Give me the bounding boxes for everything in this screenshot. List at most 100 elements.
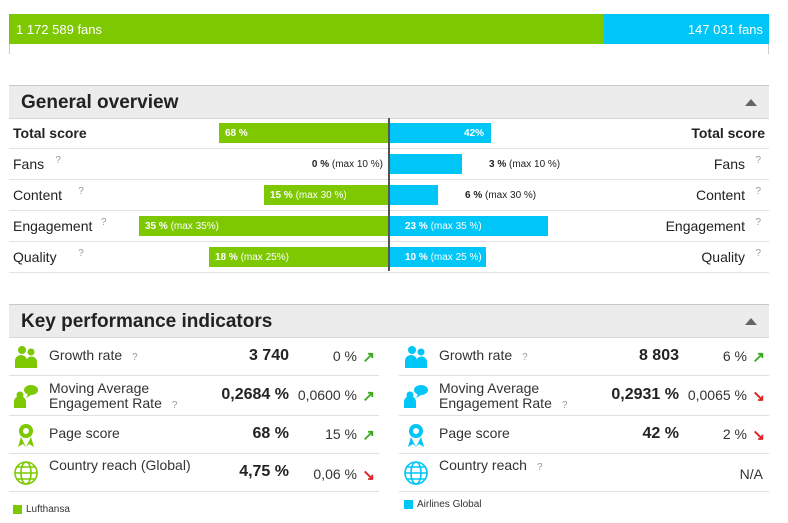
kpi-title: Key performance indicators — [21, 311, 273, 332]
fans-right: 147 031 fans — [604, 14, 769, 44]
kpi-row: Page score 68 % 15 % ↗ — [9, 416, 379, 454]
kpi-header[interactable]: Key performance indicators — [9, 304, 769, 338]
overview-label-right: Engagement — [665, 218, 745, 234]
score-right-max: (max 35 %) — [427, 221, 482, 232]
kpi-name-text: Country reach — [439, 457, 527, 473]
help-icon[interactable]: ? — [78, 248, 84, 259]
help-icon[interactable]: ? — [101, 217, 107, 228]
collapse-caret-icon[interactable] — [745, 99, 757, 106]
kpi-row: Moving Average Engagement Rate? 0,2684 % 0… — [9, 376, 379, 416]
score-left-text: 15 % (max 30 %) — [270, 190, 347, 201]
help-icon[interactable]: ? — [522, 352, 528, 363]
overview-row: Content Content?? 15 % (max 30 %) 6 % (max … — [9, 180, 769, 211]
kpi-change: 0,0600 % — [297, 387, 357, 403]
general-overview-header[interactable]: General overview — [9, 85, 769, 119]
score-right-max: (max 25 %) — [427, 252, 482, 263]
score-right-value: 6 % — [465, 190, 483, 201]
legend-left: Lufthansa — [13, 504, 70, 515]
collapse-caret-icon[interactable] — [745, 318, 757, 325]
globe-icon — [403, 460, 429, 486]
kpi-row: Growth rate? 3 740 0 % ↗ — [9, 338, 379, 376]
legend-left-swatch — [13, 505, 22, 514]
kpi-change: 15 % — [325, 426, 357, 442]
users-icon — [13, 344, 39, 370]
kpi-name: Moving Average Engagement Rate? — [439, 381, 594, 413]
score-right-max: (max 10 %) — [506, 159, 561, 170]
score-right-text: 23 % (max 35 %) — [405, 221, 482, 232]
score-left-max: (max 25%) — [237, 252, 289, 263]
fans-comparison-bar: 1 172 589 fans 147 031 fans — [9, 14, 769, 44]
help-icon[interactable]: ? — [755, 186, 761, 197]
kpi-row: Country reach (Global) 4,75 % 0,06 % ↘ — [9, 454, 379, 492]
kpi-change: 2 % — [722, 426, 747, 442]
score-left-max: (max 10 %) — [329, 159, 383, 170]
score-right-value: 10 % — [405, 252, 428, 263]
help-icon[interactable]: ? — [132, 352, 138, 363]
center-divider — [388, 118, 390, 271]
kpi-name-text: Page score — [439, 425, 510, 441]
kpi-change: 0 % — [332, 348, 357, 364]
kpi-change: 0,0065 % — [687, 387, 747, 403]
kpi-value: 0,2931 % — [611, 386, 679, 403]
kpi-change: 6 % — [722, 348, 747, 364]
score-bar-left — [219, 123, 389, 143]
kpi-right-panel: Growth rate? 8 803 6 % ↗ Moving Average Enga… — [399, 338, 769, 493]
fans-bar-base — [9, 44, 769, 54]
kpi-name: Page score — [49, 426, 204, 441]
score-right-text: 10 % (max 25 %) — [405, 252, 482, 263]
kpi-value: 0,2684 % — [221, 386, 289, 403]
kpi-name: Country reach (Global) — [49, 458, 204, 473]
score-bar-right — [390, 154, 462, 174]
score-bar-left — [209, 247, 389, 267]
score-bar-left — [264, 185, 389, 205]
score-bar-right — [390, 123, 491, 143]
score-left-text: 35 % (max 35%) — [145, 221, 219, 232]
fans-left: 1 172 589 fans — [9, 14, 605, 44]
comment-user-icon — [13, 383, 39, 409]
help-icon[interactable]: ? — [755, 217, 761, 228]
help-icon[interactable]: ? — [171, 400, 178, 411]
globe-icon — [13, 460, 39, 486]
overview-label-right: Content — [695, 187, 745, 203]
kpi-name: Country reach? — [439, 458, 594, 475]
score-left-value: 18 % — [215, 252, 238, 263]
help-icon[interactable]: ? — [755, 248, 761, 259]
help-icon[interactable]: ? — [78, 186, 84, 197]
score-right-value: 3 % — [489, 159, 507, 170]
fans-right-label: 147 031 fans — [687, 21, 763, 37]
kpi-value: 3 740 — [248, 347, 289, 364]
score-right-value: 23 % — [405, 221, 428, 232]
score-right-text: 3 % (max 10 %) — [489, 159, 560, 170]
legend-right-label: Airlines Global — [417, 499, 482, 510]
kpi-left-panel: Growth rate? 3 740 0 % ↗ Moving Average Enga… — [9, 338, 379, 493]
kpi-name: Growth rate? — [49, 348, 204, 365]
legend-right-swatch — [404, 500, 413, 509]
overview-label-left: Total score — [13, 125, 87, 141]
score-right-value: 42% — [464, 128, 485, 139]
score-left-text: 18 % (max 25%) — [215, 252, 289, 263]
award-icon — [13, 422, 39, 448]
kpi-row: Moving Average Engagement Rate? 0,2931 % 0… — [399, 376, 769, 416]
score-left-max: (max 35%) — [167, 221, 219, 232]
score-bar-right — [390, 185, 438, 205]
kpi-value: 68 % — [252, 425, 289, 442]
score-bar-left — [139, 216, 389, 236]
kpi-value: 8 803 — [638, 347, 679, 364]
help-icon[interactable]: ? — [755, 155, 761, 166]
score-bar-right — [390, 247, 486, 267]
comment-user-icon — [403, 383, 429, 409]
overview-row: Total score Total score 68 % 42% — [9, 118, 769, 149]
score-right-max: (max 30 %) — [482, 190, 537, 201]
score-right-text: 6 % (max 30 %) — [465, 190, 536, 201]
score-left-max: (max 30 %) — [292, 190, 347, 201]
kpi-name-text: Moving Average Engagement Rate — [439, 380, 552, 411]
score-left-value: 35 % — [145, 221, 168, 232]
overview-label-right: Fans — [713, 156, 745, 172]
kpi-name-text: Growth rate — [439, 347, 513, 363]
help-icon[interactable]: ? — [536, 462, 543, 473]
help-icon[interactable]: ? — [561, 400, 568, 411]
help-icon[interactable]: ? — [55, 155, 61, 166]
kpi-name: Page score — [439, 426, 594, 441]
trend-up-icon: ↗ — [362, 349, 375, 366]
kpi-change: N/A — [739, 466, 763, 482]
